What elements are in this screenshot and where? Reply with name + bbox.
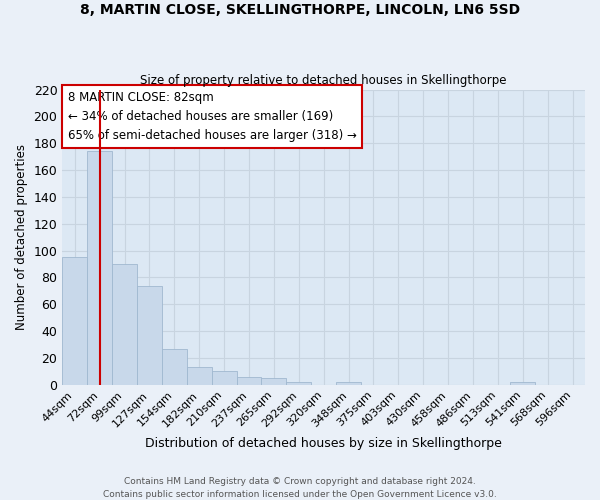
- Text: Contains HM Land Registry data © Crown copyright and database right 2024.
Contai: Contains HM Land Registry data © Crown c…: [103, 478, 497, 499]
- Bar: [236, 377, 262, 385]
- Bar: [336, 382, 361, 385]
- Bar: [137, 286, 162, 385]
- Bar: [87, 152, 112, 385]
- X-axis label: Distribution of detached houses by size in Skellingthorpe: Distribution of detached houses by size …: [145, 437, 502, 450]
- Title: Size of property relative to detached houses in Skellingthorpe: Size of property relative to detached ho…: [140, 74, 507, 87]
- Text: 8 MARTIN CLOSE: 82sqm
← 34% of detached houses are smaller (169)
65% of semi-det: 8 MARTIN CLOSE: 82sqm ← 34% of detached …: [68, 91, 356, 142]
- Bar: [286, 382, 311, 385]
- Bar: [162, 348, 187, 385]
- Bar: [212, 372, 236, 385]
- Bar: [262, 378, 286, 385]
- Bar: [62, 258, 87, 385]
- Y-axis label: Number of detached properties: Number of detached properties: [15, 144, 28, 330]
- Bar: [187, 368, 212, 385]
- Text: 8, MARTIN CLOSE, SKELLINGTHORPE, LINCOLN, LN6 5SD: 8, MARTIN CLOSE, SKELLINGTHORPE, LINCOLN…: [80, 2, 520, 16]
- Bar: [112, 264, 137, 385]
- Bar: [511, 382, 535, 385]
